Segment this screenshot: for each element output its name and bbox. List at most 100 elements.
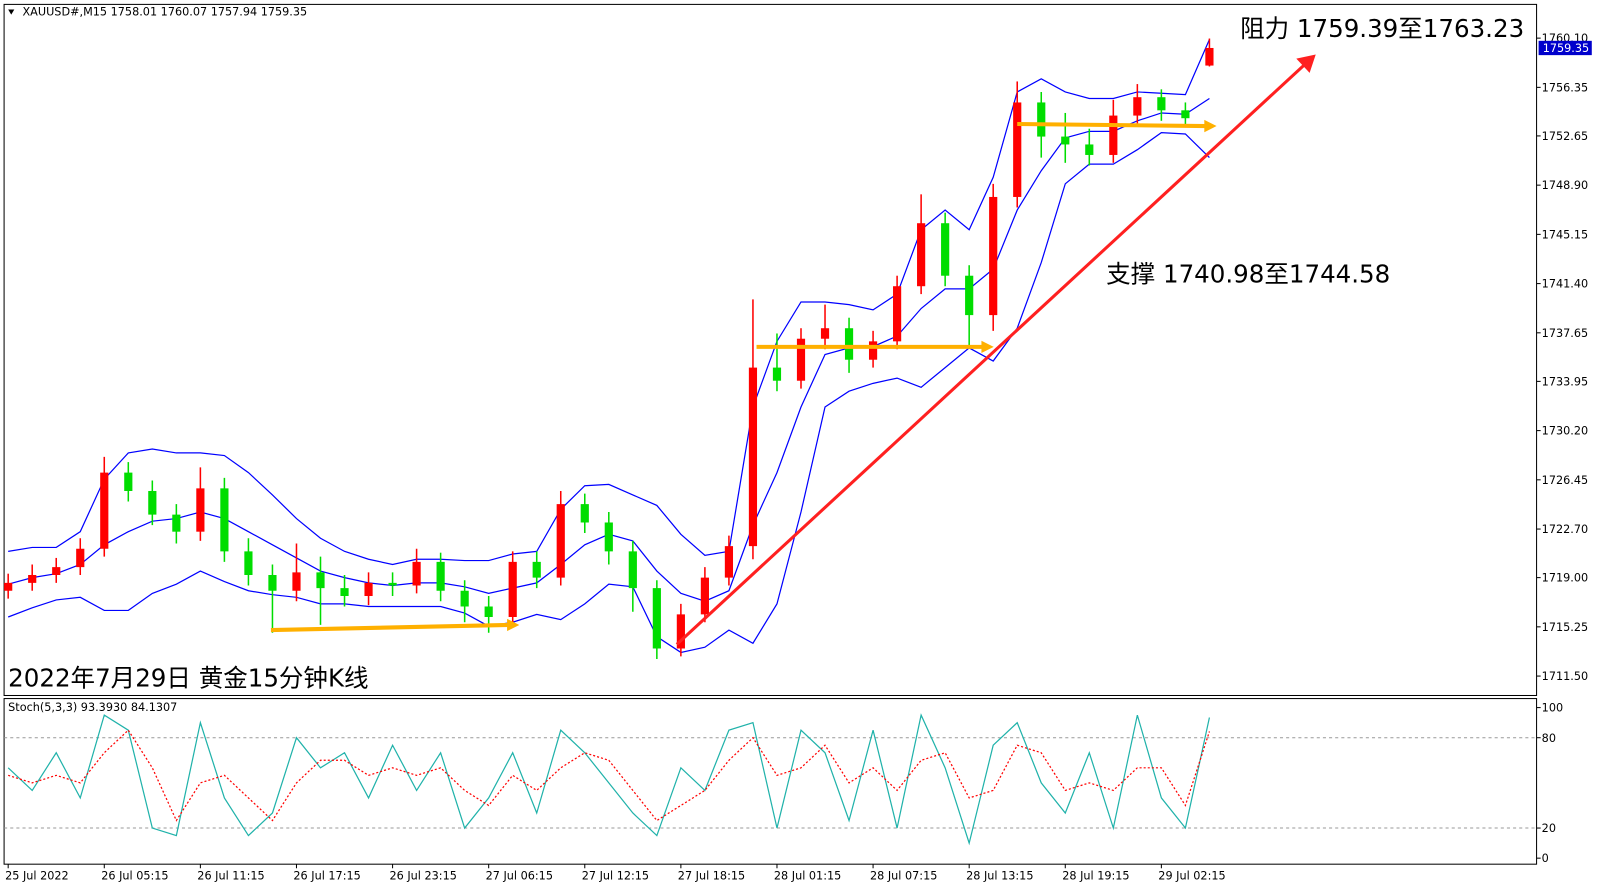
candle-body xyxy=(124,472,133,491)
candle-body xyxy=(1013,102,1022,197)
bollinger-upper xyxy=(8,39,1210,566)
candle-body xyxy=(652,588,661,649)
stoch-title: Stoch(5,3,3) 93.3930 84.1307 xyxy=(8,701,177,714)
stoch-frame xyxy=(3,698,1538,865)
y-tick-label: 1711.50 xyxy=(1542,670,1588,683)
arrow-head xyxy=(981,340,994,354)
main-frame xyxy=(3,3,1538,697)
y-tick-label: 1756.35 xyxy=(1542,81,1588,94)
candle-body xyxy=(4,582,13,591)
x-tick-label: 28 Jul 01:15 xyxy=(774,870,841,883)
bollinger-lower xyxy=(7,132,1210,654)
x-tick-label: 26 Jul 23:15 xyxy=(390,870,457,883)
stoch-line xyxy=(7,713,1211,846)
candle-body xyxy=(796,338,806,381)
candle-body xyxy=(580,504,589,523)
candle-body xyxy=(388,582,397,586)
candle-body xyxy=(148,490,157,515)
candle-body xyxy=(484,606,493,617)
candle-body xyxy=(1181,110,1190,119)
support-note: 支撑 1740.98至1744.58 xyxy=(1106,259,1390,288)
candle-body xyxy=(868,341,878,360)
candle-body xyxy=(508,561,517,617)
x-tick-label: 26 Jul 05:15 xyxy=(101,870,168,883)
candle-body xyxy=(196,488,205,532)
candle-body xyxy=(532,561,541,578)
candle-body xyxy=(28,574,37,583)
candle-body xyxy=(244,551,253,575)
candle-body xyxy=(1133,97,1142,116)
y-tick-label: 100 xyxy=(1542,702,1563,715)
candle-body xyxy=(700,577,709,615)
candle-body xyxy=(436,561,445,591)
candle-body xyxy=(292,572,301,591)
candle-body xyxy=(724,546,734,578)
chart-caption: 2022年7月29日 黄金15分钟K线 xyxy=(8,663,368,692)
candle-body xyxy=(989,196,998,316)
candle-body xyxy=(965,275,974,316)
y-tick-label: 20 xyxy=(1542,822,1556,835)
y-tick-label: 1715.25 xyxy=(1542,621,1588,634)
x-tick-label: 27 Jul 12:15 xyxy=(582,870,649,883)
candle-body xyxy=(316,572,325,589)
candle-body xyxy=(340,588,349,596)
candle-body xyxy=(268,574,277,591)
chart-title: XAUUSD#,M15 1758.01 1760.07 1757.94 1759… xyxy=(22,6,307,19)
candle-body xyxy=(1157,97,1166,111)
y-tick-label: 1722.70 xyxy=(1542,523,1588,536)
candle-body xyxy=(941,223,950,276)
x-tick-label: 29 Jul 02:15 xyxy=(1158,870,1225,883)
y-tick-label: 1741.40 xyxy=(1542,278,1588,291)
candle-body xyxy=(1109,115,1118,155)
y-tick-label: 1737.65 xyxy=(1542,327,1588,340)
y-tick-label: 1752.65 xyxy=(1542,130,1588,143)
candle-body xyxy=(844,328,854,360)
candle-body xyxy=(364,582,373,596)
x-tick-label: 26 Jul 11:15 xyxy=(197,870,264,883)
candle-body xyxy=(1085,144,1094,155)
candle-body xyxy=(820,328,830,339)
y-tick-label: 80 xyxy=(1542,732,1556,745)
candle-body xyxy=(172,514,181,532)
y-tick-label: 1730.20 xyxy=(1542,425,1588,438)
x-tick-label: 25 Jul 2022 xyxy=(5,870,69,883)
candle-body xyxy=(100,472,109,549)
support-line xyxy=(270,622,510,633)
candle-body xyxy=(76,548,85,568)
candle-body xyxy=(1037,102,1046,137)
candle-body xyxy=(220,488,229,552)
price-label: 1759.35 xyxy=(1543,42,1589,55)
y-tick-label: 1733.95 xyxy=(1542,375,1588,388)
x-tick-label: 26 Jul 17:15 xyxy=(293,870,360,883)
y-tick-label: 0 xyxy=(1542,852,1549,865)
x-tick-label: 28 Jul 07:15 xyxy=(870,870,937,883)
y-tick-label: 1726.45 xyxy=(1542,474,1588,487)
candle-body xyxy=(748,367,758,547)
price-box xyxy=(1538,40,1592,56)
candle-body xyxy=(52,567,61,575)
candle-body xyxy=(893,286,902,342)
candle-body xyxy=(556,504,565,578)
marks: 1760.101756.351752.651748.901745.151741.… xyxy=(4,32,1592,883)
candle-body xyxy=(772,367,782,381)
arrow-head xyxy=(1296,54,1316,73)
trend-line xyxy=(675,63,1306,646)
candle-body xyxy=(604,522,613,552)
candle-body xyxy=(917,223,926,287)
arrow-head xyxy=(1204,119,1217,133)
candle-body xyxy=(1061,136,1070,145)
x-tick-label: 27 Jul 18:15 xyxy=(678,870,745,883)
x-tick-label: 28 Jul 13:15 xyxy=(966,870,1033,883)
candle-body xyxy=(412,561,421,586)
candle-body xyxy=(628,551,637,589)
candle-body xyxy=(460,590,469,607)
stoch-line xyxy=(7,729,1211,822)
candle-body xyxy=(676,614,685,649)
y-tick-label: 1748.90 xyxy=(1542,179,1588,192)
y-tick-label: 1745.15 xyxy=(1542,228,1588,241)
y-tick-label: 1719.00 xyxy=(1542,572,1588,585)
x-tick-label: 28 Jul 19:15 xyxy=(1062,870,1129,883)
candle-body xyxy=(1205,47,1214,66)
